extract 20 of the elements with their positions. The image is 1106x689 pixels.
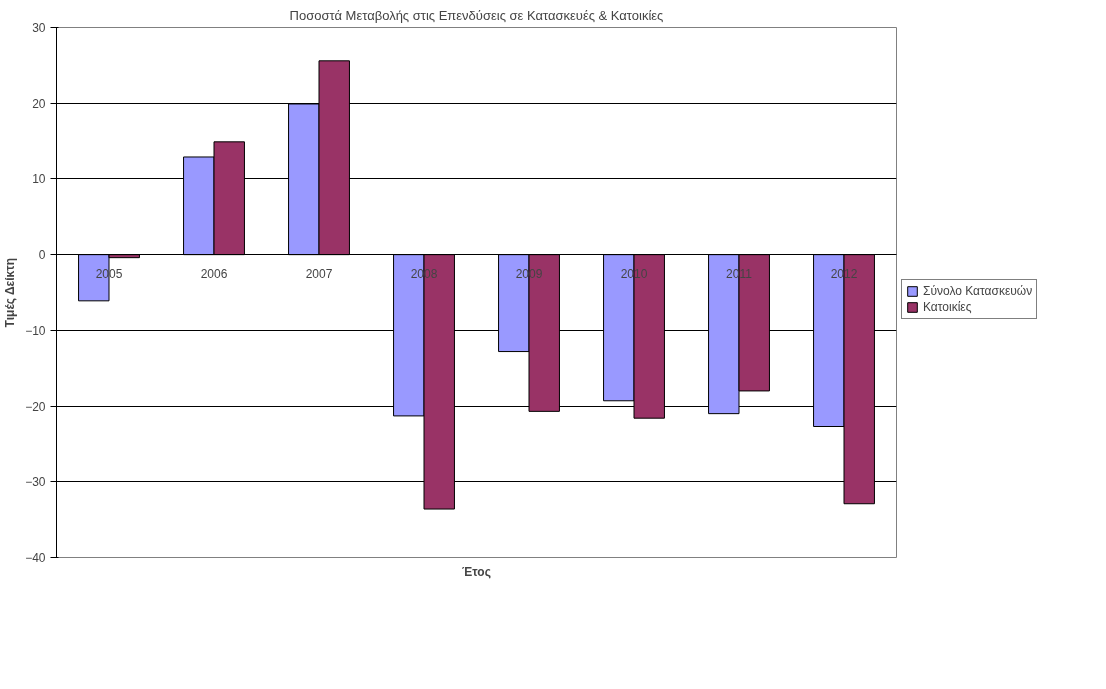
chart-title: Ποσοστά Μεταβολής στις Επενδύσεις σε Κατασκευές & Κατοικίες xyxy=(289,7,664,23)
x-tick-label: 2007 xyxy=(305,266,333,281)
x-tick-label: 2010 xyxy=(620,266,648,281)
y-tick-label: 10 xyxy=(32,172,46,187)
y-tick-label: −10 xyxy=(25,323,46,338)
y-tick-label: 30 xyxy=(32,21,46,35)
y-tick-label: −20 xyxy=(25,399,46,414)
legend-label: Σύνολο Κατασκευών xyxy=(923,284,1033,298)
legend-label: Κατοικίες xyxy=(923,300,972,314)
y-tick-label: 0 xyxy=(38,248,46,263)
x-axis-title: Έτος xyxy=(462,564,491,579)
x-tick-label: 2008 xyxy=(410,266,438,281)
x-tick-label: 2009 xyxy=(515,266,543,281)
x-tick-label: 2012 xyxy=(830,266,858,281)
x-tick-label: 2006 xyxy=(200,266,228,281)
x-tick-label: 2011 xyxy=(726,266,753,281)
y-tick-label: −40 xyxy=(25,551,46,565)
y-tick-label: −30 xyxy=(25,475,46,490)
y-axis-title: Τιμές Δείκτη xyxy=(3,258,18,328)
y-tick-label: 20 xyxy=(32,96,46,111)
